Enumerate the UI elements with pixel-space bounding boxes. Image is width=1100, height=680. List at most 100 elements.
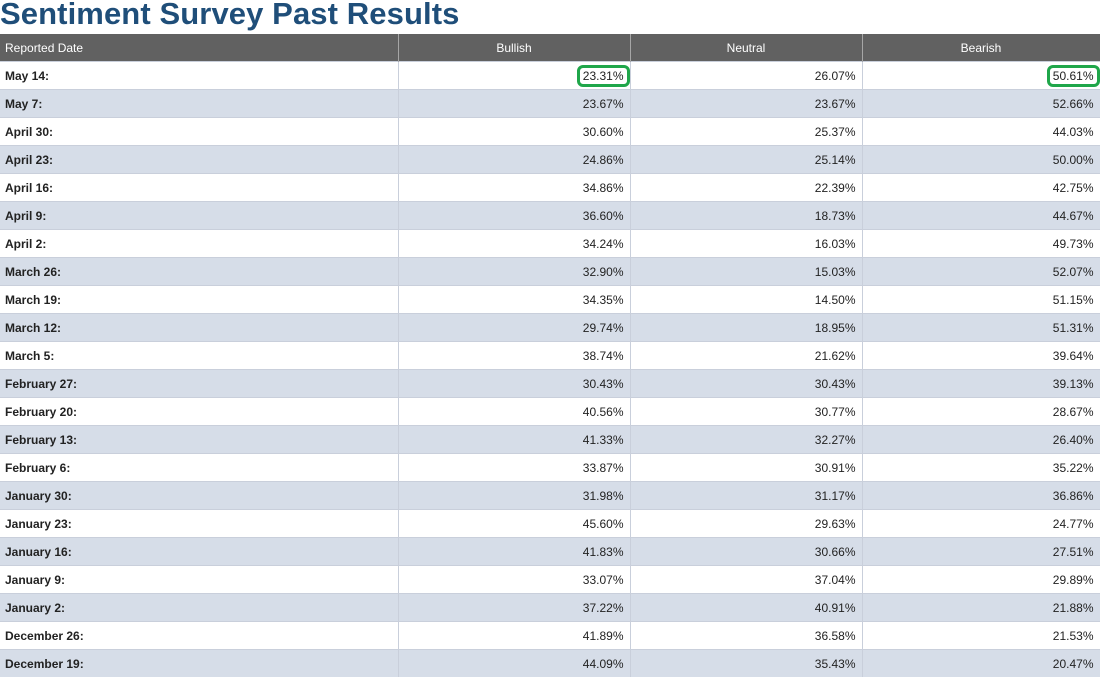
table-row: December 19: 44.09% 35.43% 20.47% [0,649,1100,677]
cell-bearish: 44.67% [862,201,1100,230]
highlight-circle: 23.31% [576,64,630,87]
cell-neutral: 26.07% [630,61,863,90]
cell-reported-date: March 19: [0,285,399,314]
cell-reported-date: February 27: [0,369,399,398]
table-row: March 19: 34.35% 14.50% 51.15% [0,285,1100,314]
cell-neutral: 23.67% [630,89,863,118]
cell-reported-date: May 7: [0,89,399,118]
cell-bullish: 30.60% [398,117,631,146]
cell-reported-date: March 5: [0,341,399,370]
cell-bullish: 44.09% [398,649,631,677]
cell-neutral: 18.73% [630,201,863,230]
cell-bullish: 41.89% [398,621,631,650]
cell-neutral: 31.17% [630,481,863,510]
cell-reported-date: March 12: [0,313,399,342]
cell-bearish: 36.86% [862,481,1100,510]
cell-bullish: 34.35% [398,285,631,314]
cell-reported-date: May 14: [0,61,399,90]
cell-neutral: 21.62% [630,341,863,370]
cell-bearish: 39.13% [862,369,1100,398]
cell-bullish: 36.60% [398,201,631,230]
cell-bearish: 28.67% [862,397,1100,426]
cell-bearish: 27.51% [862,537,1100,566]
cell-reported-date: December 26: [0,621,399,650]
cell-bearish: 21.88% [862,593,1100,622]
cell-reported-date: January 30: [0,481,399,510]
cell-neutral: 36.58% [630,621,863,650]
cell-bearish: 39.64% [862,341,1100,370]
table-row: March 5: 38.74% 21.62% 39.64% [0,341,1100,370]
cell-bearish: 44.03% [862,117,1100,146]
table-row: February 20: 40.56% 30.77% 28.67% [0,397,1100,426]
cell-neutral: 25.37% [630,117,863,146]
cell-bearish: 51.15% [862,285,1100,314]
cell-reported-date: January 16: [0,537,399,566]
cell-bullish: 38.74% [398,341,631,370]
cell-bullish: 31.98% [398,481,631,510]
cell-neutral: 15.03% [630,257,863,286]
cell-bullish: 33.87% [398,453,631,482]
cell-neutral: 29.63% [630,509,863,538]
cell-reported-date: April 2: [0,229,399,258]
cell-reported-date: April 9: [0,201,399,230]
table-row: March 26: 32.90% 15.03% 52.07% [0,257,1100,286]
page-title: Sentiment Survey Past Results [0,0,460,31]
results-table: Reported Date Bullish Neutral Bearish Ma… [0,34,1100,677]
cell-bearish: 26.40% [862,425,1100,454]
cell-bearish: 42.75% [862,173,1100,202]
column-header-bearish: Bearish [862,34,1100,62]
cell-reported-date: April 23: [0,145,399,174]
cell-bullish: 34.24% [398,229,631,258]
cell-reported-date: February 6: [0,453,399,482]
cell-neutral: 22.39% [630,173,863,202]
table-row: April 23: 24.86% 25.14% 50.00% [0,145,1100,174]
table-row: February 6: 33.87% 30.91% 35.22% [0,453,1100,482]
cell-reported-date: December 19: [0,649,399,677]
highlight-circle: 50.61% [1046,64,1100,87]
cell-reported-date: February 13: [0,425,399,454]
column-header-bullish: Bullish [398,34,631,62]
cell-neutral: 30.91% [630,453,863,482]
cell-bullish: 45.60% [398,509,631,538]
table-body: May 14: 23.31% 26.07% 50.61% May 7: 23.67% 23.… [0,61,1100,677]
cell-bullish: 29.74% [398,313,631,342]
table-row: December 26: 41.89% 36.58% 21.53% [0,621,1100,650]
table-row: April 16: 34.86% 22.39% 42.75% [0,173,1100,202]
table-row: May 14: 23.31% 26.07% 50.61% [0,61,1100,90]
table-row: February 13: 41.33% 32.27% 26.40% [0,425,1100,454]
cell-bearish: 50.61% [862,61,1100,90]
cell-bearish: 21.53% [862,621,1100,650]
cell-bullish: 41.33% [398,425,631,454]
table-row: March 12: 29.74% 18.95% 51.31% [0,313,1100,342]
cell-bearish: 35.22% [862,453,1100,482]
table-row: May 7: 23.67% 23.67% 52.66% [0,89,1100,118]
cell-neutral: 37.04% [630,565,863,594]
cell-bullish: 41.83% [398,537,631,566]
cell-bullish: 40.56% [398,397,631,426]
cell-bullish: 23.31% [398,61,631,90]
cell-neutral: 40.91% [630,593,863,622]
cell-neutral: 30.77% [630,397,863,426]
table-row: February 27: 30.43% 30.43% 39.13% [0,369,1100,398]
cell-neutral: 14.50% [630,285,863,314]
cell-bullish: 34.86% [398,173,631,202]
cell-reported-date: April 30: [0,117,399,146]
cell-reported-date: January 2: [0,593,399,622]
cell-bullish: 30.43% [398,369,631,398]
table-header-row: Reported Date Bullish Neutral Bearish [0,34,1100,62]
cell-neutral: 25.14% [630,145,863,174]
table-row: January 9: 33.07% 37.04% 29.89% [0,565,1100,594]
table-row: January 2: 37.22% 40.91% 21.88% [0,593,1100,622]
cell-neutral: 30.43% [630,369,863,398]
column-header-reported-date: Reported Date [0,34,399,62]
cell-bullish: 37.22% [398,593,631,622]
table-row: January 30: 31.98% 31.17% 36.86% [0,481,1100,510]
cell-neutral: 30.66% [630,537,863,566]
table-row: April 30: 30.60% 25.37% 44.03% [0,117,1100,146]
cell-bullish: 32.90% [398,257,631,286]
cell-reported-date: February 20: [0,397,399,426]
cell-bearish: 52.07% [862,257,1100,286]
cell-reported-date: April 16: [0,173,399,202]
table-row: April 9: 36.60% 18.73% 44.67% [0,201,1100,230]
